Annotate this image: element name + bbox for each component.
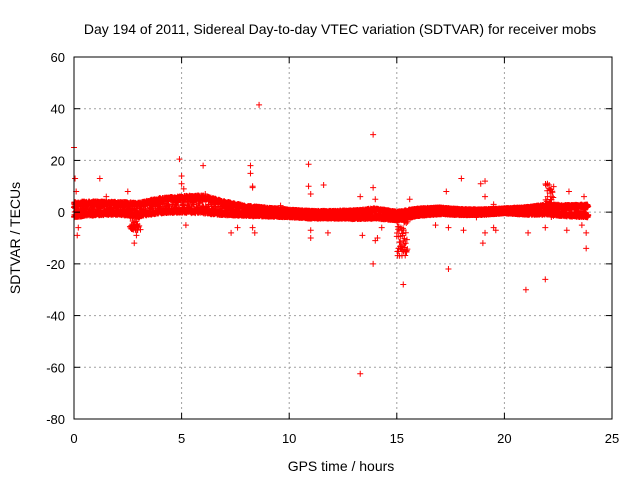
data-points [71, 101, 592, 377]
chart-title: Day 194 of 2011, Sidereal Day-to-day VTE… [84, 21, 596, 37]
grid [74, 57, 612, 419]
